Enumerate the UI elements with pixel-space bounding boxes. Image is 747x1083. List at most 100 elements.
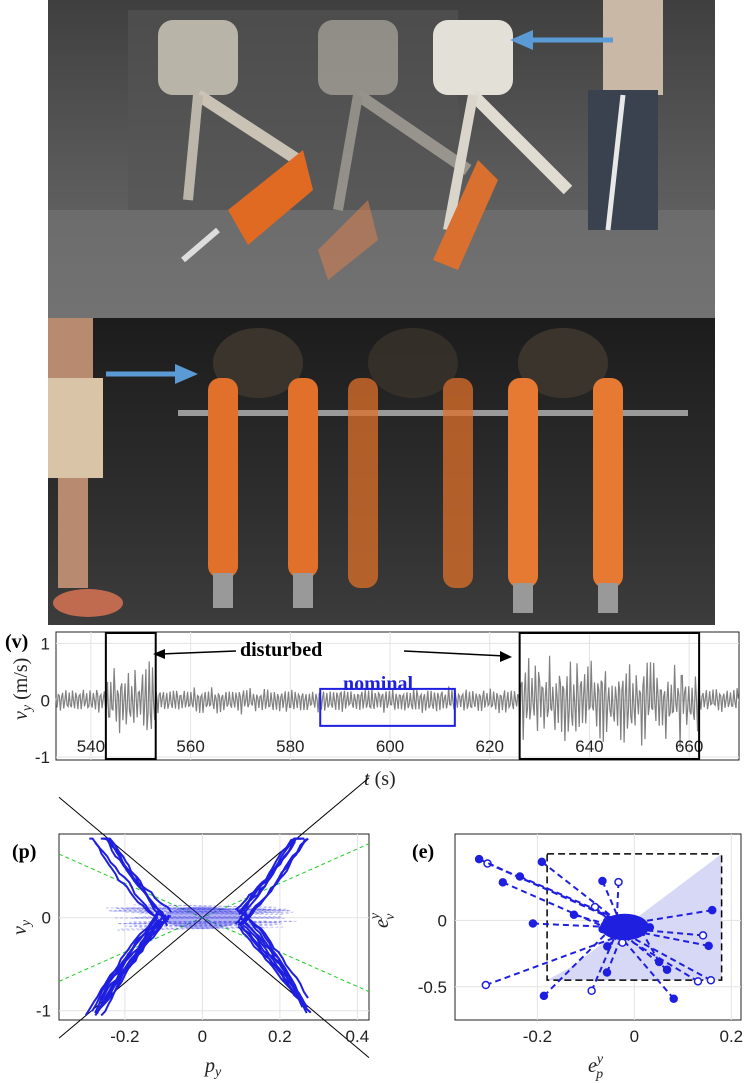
panel-p-label: (p) [12,841,36,863]
robot-frame-middle [348,328,473,588]
panel-p-faint-segment [122,908,293,912]
panel-p-trajectory [238,909,309,999]
panel-v-xtick-label: 600 [376,737,404,756]
panel-p-faint-segment [140,911,263,914]
panel-p-faint-segment [109,909,267,913]
photo-bottom-lateral-push [48,318,715,625]
disturbed-arrowhead-left [153,649,165,659]
panel-e-ticks: -0.2 0 0.2 0 -0.5 [418,911,743,1046]
panel-e-endpoint [539,991,549,1001]
panel-e-ytick-label: 0 [438,911,447,930]
panel-v-xtick-label: 640 [575,737,603,756]
panel-e-bound-box [546,853,723,981]
panel-p-grid [59,834,369,1020]
panel-p-phase-portrait: (p) -0.2 0 0.2 0.4 0 -1 vy py [9,777,370,1080]
person-pushing [588,0,663,231]
panel-p-trajectory [237,925,308,1014]
panel-e-xtick-label: 0 [630,1027,639,1046]
panel-e-trajectory [543,925,615,997]
panel-e-xtick-label: -0.2 [523,1027,552,1046]
panel-p-faint-segment [124,921,277,925]
panel-p-faint-segment [128,920,293,923]
panel-v-series [55,655,739,749]
photo-top-scene [48,0,715,318]
panel-e-trajectory [635,921,661,963]
panel-v-label: (v) [5,631,28,653]
panel-e-shaded-region [547,853,722,981]
panel-e-endpoint [528,919,538,928]
panel-p-trajectory [94,841,161,926]
panel-v-ytick-label: -1 [35,748,50,767]
robot-ghost-2 [318,20,472,280]
panel-p-faint-segment [133,920,269,923]
panel-e-bound-region [546,853,723,981]
disturbed-region-box [518,632,701,760]
panel-e-endpoint [662,965,672,974]
panel-e-endpoint [602,968,612,977]
panel-p-faint-segment [109,910,272,913]
panel-p-faint-segment [118,921,280,925]
panel-e-endpoint [614,877,623,887]
panel-e-trajectory [601,880,621,921]
nominal-label: nominal [343,673,413,695]
panel-e-error-plot: (e) -0.2 0 0.2 0 -0.5 eyv ey p [368,833,743,1082]
panel-e-trajectory [629,909,713,925]
panel-e-trajectory [616,928,712,982]
panel-e-trajectory [541,861,620,923]
robot-frame-right [508,328,623,613]
panel-p-trajectory [91,913,160,1012]
panel-e-endpoint [707,905,717,915]
disturbed-arrow-left [159,650,237,655]
panel-e-label: (e) [412,841,434,863]
panel-e-endpoint [603,942,612,951]
photo-top-backward-push [48,0,715,318]
panel-p-faint-segment [120,926,262,930]
panel-e-endpoint [537,857,547,867]
panel-v-ytick-label: 1 [41,634,50,653]
panel-p-xlabel: py [203,1055,222,1080]
panel-p-faint-segment [143,906,287,910]
panel-p-trajectory [95,918,161,1014]
panel-p-center-cluster [163,906,242,929]
panel-e-endpoint [693,977,703,986]
panel-p-faint-segment [139,924,274,928]
panel-p-trajectory [234,841,296,925]
panel-p-faint-segment [118,922,282,925]
panel-p-faint-segment [125,911,289,914]
panel-p-faint-segment [139,913,285,916]
panel-p-ytick-label: 0 [42,909,51,928]
panel-p-faint-segment [141,906,266,910]
panel-e-trajectory [615,882,620,928]
panel-v-xtick-label: 560 [176,737,204,756]
panel-v-xtick-label: 620 [476,737,504,756]
panel-p-faint-segment [140,910,294,913]
panel-p-faint-segment [133,904,278,908]
panel-e-xtick-label: 0.2 [719,1027,743,1046]
panel-p-series [84,837,312,1017]
panel-p-faint-segment [112,910,283,913]
panel-p-xtick-label: 0.4 [346,1027,370,1046]
panel-e-endpoint [669,994,678,1003]
panel-e-center-cluster [600,913,649,941]
panel-v-xlabel: t (s) [364,768,396,790]
panel-e-endpoint [474,854,484,864]
panel-p-guide-line [58,853,370,993]
panel-v-ylabel: vy (m/s) [10,658,35,720]
panel-p-xtick-label: -0.2 [110,1027,139,1046]
panel-e-endpoint [587,986,596,996]
panel-e-ytick-label: -0.5 [418,978,447,997]
panel-p-guide-lines [58,777,370,1059]
panel-p-faint-segment [128,907,281,911]
disturbed-label: disturbed [240,639,322,661]
panel-p-faint-segment [140,926,286,930]
panel-e-xlabel: ey p [588,1052,604,1082]
robot-frame-left [208,328,318,608]
panel-e-trajectory [487,862,632,927]
panel-p-faint-segment [128,924,263,928]
panel-e-trajectory [502,881,619,934]
panel-e-ylabel: eyv [368,912,398,928]
panel-p-faint-segment [132,907,271,911]
panel-e-trajectory [485,930,633,986]
disturbed-arrow-right [403,650,506,657]
